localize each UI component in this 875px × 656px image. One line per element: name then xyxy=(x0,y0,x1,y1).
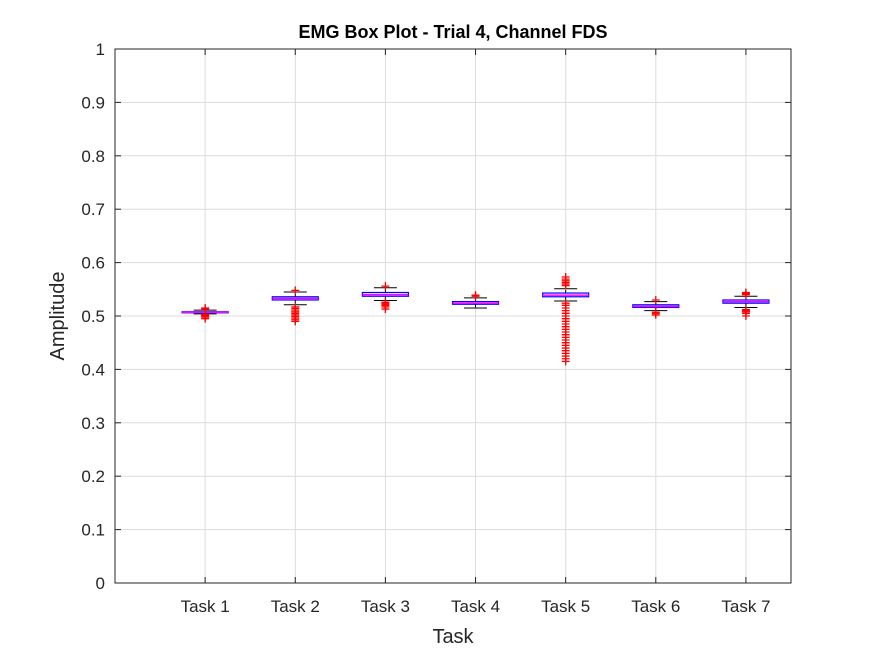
x-tick-label: Task 3 xyxy=(361,597,410,616)
x-tick-label: Task 7 xyxy=(721,597,770,616)
y-tick-label: 0.3 xyxy=(81,414,105,433)
box-group xyxy=(271,286,319,326)
y-tick-label: 0.6 xyxy=(81,254,105,273)
x-tick-label: Task 2 xyxy=(271,597,320,616)
y-tick-label: 0.4 xyxy=(81,360,105,379)
box-group xyxy=(722,288,770,320)
marks-layer xyxy=(181,273,770,366)
outlier-point xyxy=(201,303,210,312)
y-tick-label: 0.7 xyxy=(81,200,105,219)
x-tick-label: Task 4 xyxy=(451,597,500,616)
outlier-point xyxy=(471,291,480,300)
outlier-point xyxy=(651,295,660,304)
outlier-point xyxy=(561,299,570,308)
chart-title: EMG Box Plot - Trial 4, Channel FDS xyxy=(298,22,607,42)
ticks-layer: 0 0.1 0.2 0.3 0.4 0.5 0.6 0.7 0.8 0.9 1 Task 1 Task … xyxy=(81,40,791,616)
y-tick-label: 0.8 xyxy=(81,147,105,166)
x-axis-label: Task xyxy=(432,626,474,648)
outlier-point xyxy=(651,308,660,317)
x-tick-label: Task 6 xyxy=(631,597,680,616)
y-axis-label: Amplitude xyxy=(47,272,69,361)
outlier-point xyxy=(381,282,390,291)
outlier-point xyxy=(561,273,570,282)
box-group xyxy=(361,282,409,314)
outlier-point xyxy=(741,305,750,314)
box-group xyxy=(451,291,500,309)
y-tick-label: 0 xyxy=(96,574,105,593)
box-group xyxy=(632,295,680,319)
outlier-point xyxy=(291,286,300,295)
y-tick-label: 0.1 xyxy=(81,521,105,540)
box-group xyxy=(181,303,229,323)
y-tick-label: 0.9 xyxy=(81,93,105,112)
y-tick-label: 1 xyxy=(96,40,105,59)
x-tick-label: Task 1 xyxy=(181,597,230,616)
outlier-point xyxy=(381,298,390,307)
x-tick-label: Task 5 xyxy=(541,597,590,616)
y-tick-label: 0.2 xyxy=(81,467,105,486)
box-group xyxy=(542,273,590,366)
outlier-point xyxy=(291,302,300,311)
outlier-point xyxy=(741,288,750,297)
y-tick-label: 0.5 xyxy=(81,307,105,326)
